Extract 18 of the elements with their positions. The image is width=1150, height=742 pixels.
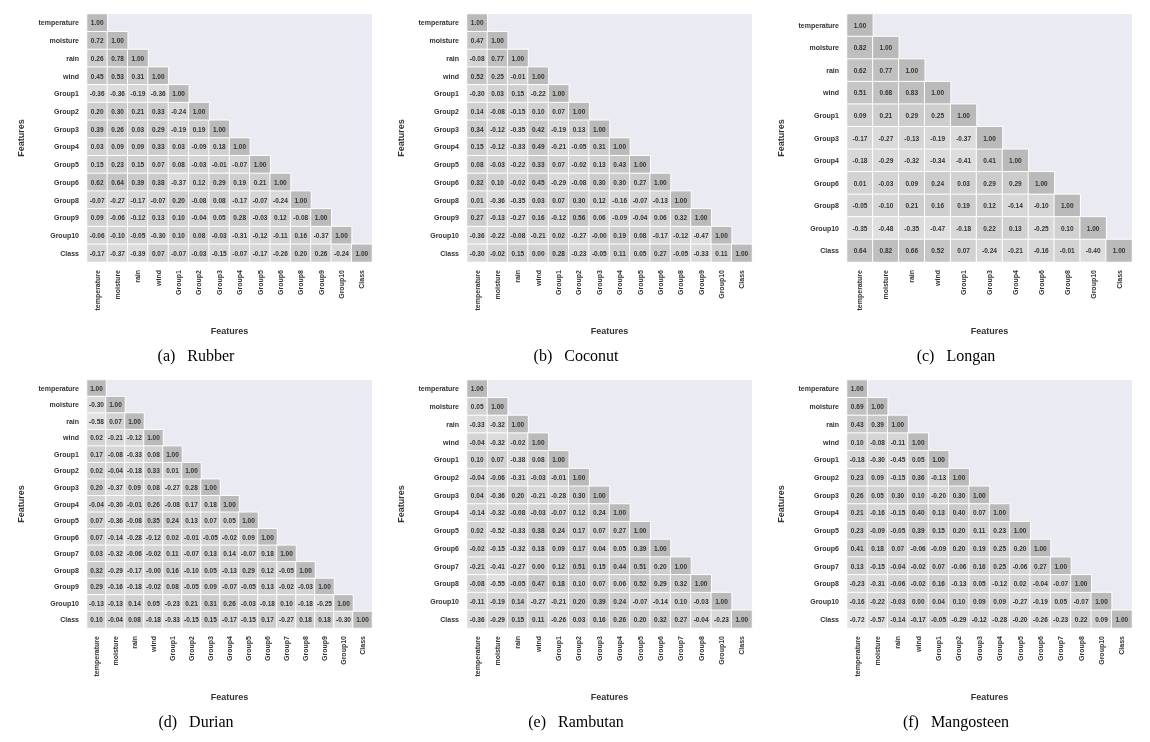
x-axis-title: Features [970,325,1009,336]
y-axis-title: Features [15,485,26,523]
x-axis-title: Features [210,691,249,702]
y-axis-title: Features [395,485,406,523]
x-axis-title: Features [210,325,249,336]
x-axis-title: Features [590,325,629,336]
text: (d) Durian [158,712,234,731]
text: (e) Rambutan [528,712,624,731]
text: (a) Rubber [157,346,236,365]
y-axis-title: Features [395,119,406,157]
y-axis-title: Features [775,119,786,157]
text: (f) Mangosteen [902,712,1010,731]
x-axis-title: Features [590,691,629,702]
x-axis-title: Features [970,691,1009,702]
text: (b) Coconut [533,346,619,365]
text: (c) Longan [916,346,996,365]
y-axis-title: Features [775,485,786,523]
y-axis-title: Features [15,119,26,157]
